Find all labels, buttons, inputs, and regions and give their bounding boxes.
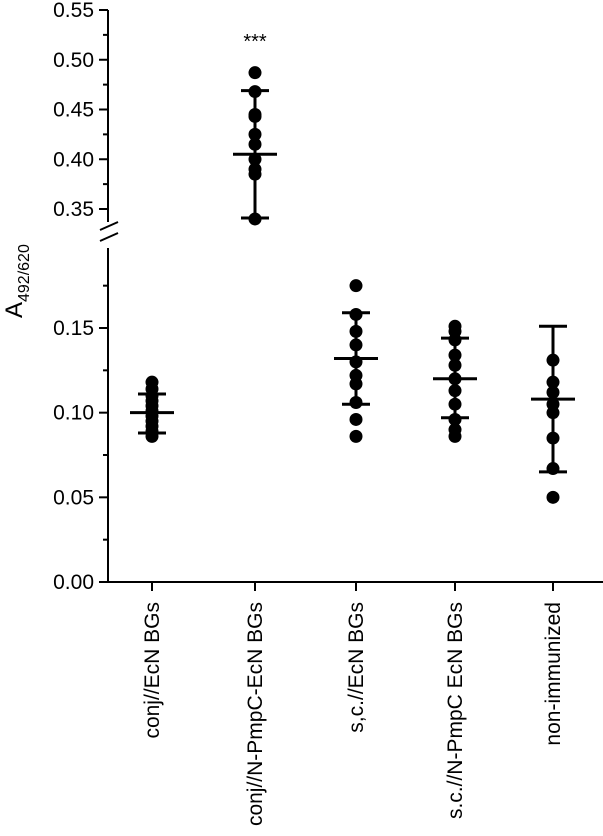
data-point [349,396,363,410]
data-point [546,431,560,445]
y-tick-label: 0.55 [53,0,94,22]
data-point [546,375,560,389]
data-point [448,384,462,398]
data-point [546,462,560,476]
data-point [248,162,262,176]
y-tick-label: 0.50 [53,49,94,72]
data-point [248,107,262,121]
data-point [448,412,462,426]
data-point [349,368,363,382]
data-point [448,348,462,362]
x-tick-label: s.c.//N-PmpC EcN BGs [444,602,467,819]
data-point [248,66,262,80]
data-point [448,397,462,411]
y-tick-label: 0.05 [53,486,94,509]
x-tick-label: s,c.//EcN BGs [345,602,368,733]
y-tick-label: 0.15 [53,317,94,340]
y-tick-label: 0.10 [53,402,94,425]
data-point [448,372,462,386]
data-point [546,385,560,399]
y-tick-label: 0.40 [53,148,94,171]
x-tick-label: conj//N-PmpC-EcN BGs [244,602,267,826]
y-tick-label: 0.00 [53,571,94,594]
data-point [349,307,363,321]
data-point [546,397,560,411]
data-point [349,279,363,293]
data-point [248,137,262,151]
axis-break-mark [99,221,119,231]
axis-break-mark [99,232,119,242]
y-axis-label-main: A492/620 [1,244,33,318]
y-axis-label: A492/620 [1,244,33,318]
data-point [349,338,363,352]
data-point [145,375,159,389]
y-tick-label: 0.45 [53,99,94,122]
plot-area: 0.00 0.05 0.10 0.15 0.35 0.40 0.45 0.50 0.55 conj… [53,0,603,826]
data-point [448,319,462,333]
data-point [248,212,262,226]
y-tick-label: 0.35 [53,198,94,221]
data-point [349,355,363,369]
data-point [248,85,262,99]
data-point [349,429,363,443]
data-point [546,490,560,504]
y-axis-label-subscript: 492/620 [16,244,33,302]
x-tick-label: conj//EcN BGs [141,602,164,739]
data-point [349,324,363,338]
x-tick-label: non-immunized [542,602,565,746]
data-point [248,152,262,166]
data-point [546,353,560,367]
data-point [448,423,462,437]
data-point [248,127,262,141]
data-point [448,358,462,372]
data-point [349,412,363,426]
significance-annotation: *** [243,31,267,53]
